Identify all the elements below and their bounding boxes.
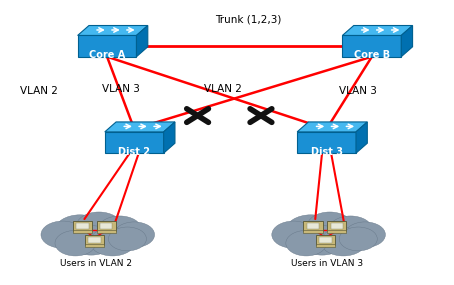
FancyBboxPatch shape: [80, 230, 84, 231]
Polygon shape: [105, 122, 175, 132]
Circle shape: [41, 221, 84, 248]
FancyBboxPatch shape: [303, 221, 322, 231]
FancyBboxPatch shape: [303, 230, 322, 233]
FancyBboxPatch shape: [88, 237, 101, 243]
Circle shape: [55, 230, 96, 256]
Circle shape: [55, 215, 105, 246]
Circle shape: [68, 226, 115, 255]
Circle shape: [90, 228, 135, 256]
FancyBboxPatch shape: [319, 237, 331, 243]
FancyBboxPatch shape: [97, 221, 116, 231]
Text: Users in VLAN 3: Users in VLAN 3: [291, 259, 363, 268]
Text: VLAN 2: VLAN 2: [20, 86, 58, 96]
Circle shape: [307, 212, 352, 240]
Polygon shape: [78, 26, 148, 35]
Circle shape: [286, 215, 336, 246]
Text: Trunk (1,2,3): Trunk (1,2,3): [215, 15, 281, 25]
FancyBboxPatch shape: [85, 235, 104, 245]
FancyBboxPatch shape: [331, 223, 343, 229]
Text: VLAN 2: VLAN 2: [203, 84, 242, 93]
FancyBboxPatch shape: [327, 230, 346, 233]
FancyBboxPatch shape: [85, 244, 104, 247]
Polygon shape: [137, 26, 148, 57]
FancyBboxPatch shape: [73, 221, 92, 231]
FancyBboxPatch shape: [93, 243, 96, 245]
Polygon shape: [401, 26, 413, 57]
Circle shape: [345, 222, 385, 247]
FancyBboxPatch shape: [335, 230, 339, 231]
FancyBboxPatch shape: [342, 35, 401, 57]
Polygon shape: [297, 122, 367, 132]
FancyBboxPatch shape: [297, 132, 356, 153]
Polygon shape: [356, 122, 367, 153]
Polygon shape: [342, 26, 413, 35]
FancyBboxPatch shape: [316, 244, 335, 247]
Circle shape: [339, 227, 377, 251]
Circle shape: [329, 216, 372, 243]
Circle shape: [114, 222, 154, 247]
FancyBboxPatch shape: [316, 235, 335, 245]
Text: Dist 2: Dist 2: [118, 147, 150, 157]
FancyBboxPatch shape: [97, 230, 116, 233]
FancyBboxPatch shape: [306, 223, 319, 229]
FancyBboxPatch shape: [78, 35, 137, 57]
Circle shape: [76, 212, 122, 240]
FancyBboxPatch shape: [323, 243, 327, 245]
Circle shape: [98, 216, 142, 243]
Text: Core B: Core B: [354, 50, 390, 60]
FancyBboxPatch shape: [104, 230, 108, 231]
Circle shape: [286, 230, 326, 256]
FancyBboxPatch shape: [73, 230, 92, 233]
Polygon shape: [163, 122, 175, 153]
FancyBboxPatch shape: [76, 223, 89, 229]
FancyBboxPatch shape: [100, 223, 113, 229]
Text: Dist 3: Dist 3: [311, 147, 343, 157]
Circle shape: [109, 227, 147, 251]
Text: VLAN 3: VLAN 3: [339, 86, 377, 96]
FancyBboxPatch shape: [311, 230, 315, 231]
Text: Core A: Core A: [89, 50, 125, 60]
Circle shape: [272, 221, 315, 248]
Text: Users in VLAN 2: Users in VLAN 2: [60, 259, 132, 268]
FancyBboxPatch shape: [105, 132, 163, 153]
Text: VLAN 3: VLAN 3: [102, 84, 139, 93]
Circle shape: [321, 228, 366, 256]
Circle shape: [299, 226, 345, 255]
FancyBboxPatch shape: [327, 221, 346, 231]
